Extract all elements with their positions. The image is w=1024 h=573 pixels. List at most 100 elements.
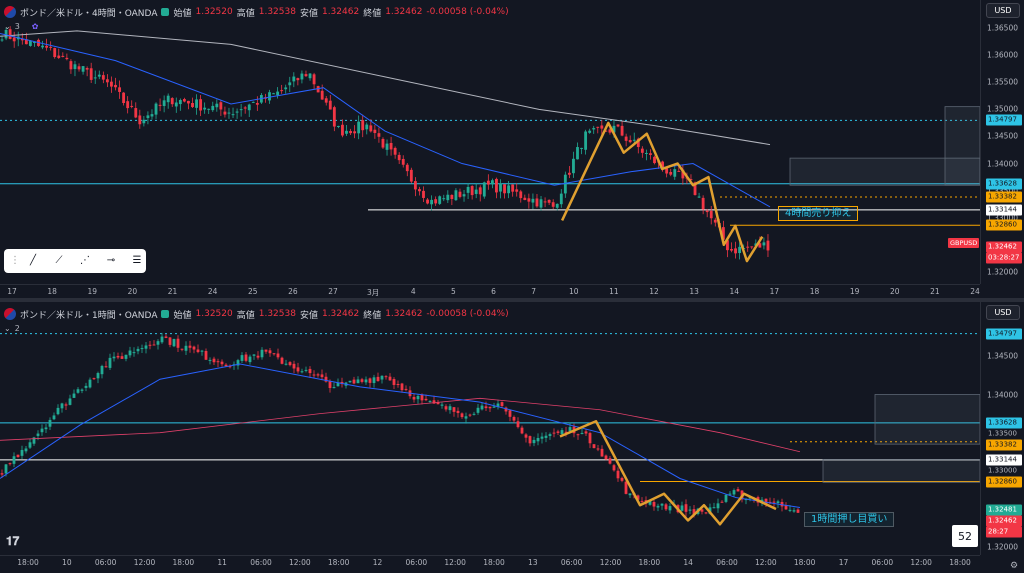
candle-body [661, 161, 665, 169]
time-tick-label: 18:00 [17, 558, 39, 567]
candle-body [69, 61, 73, 70]
pitchfork-icon[interactable]: ⋰ [80, 255, 90, 266]
candle [438, 195, 442, 206]
candle-body [644, 152, 648, 154]
candle [158, 98, 162, 112]
candle-body [361, 120, 365, 131]
candle-body [652, 501, 656, 507]
price-tick-label: 1.32000 [986, 267, 1018, 277]
candle-body [212, 358, 216, 363]
price-tag: 1.32462 [986, 515, 1022, 527]
price-axis-4h[interactable]: USD 1.36500 1.36000 1.35500 1.35000 1.34500 1… [980, 0, 1024, 284]
low-value: 1.32462 [321, 309, 360, 319]
candle [434, 196, 438, 206]
annotation-1h[interactable]: 1時間押し目買い [804, 512, 895, 527]
candle [341, 119, 344, 138]
candle [580, 147, 583, 155]
candle-body [199, 99, 203, 111]
candle-body [20, 450, 24, 456]
indicator-toggle[interactable]: ⌄ 2 [4, 324, 20, 333]
ray-icon[interactable]: ⟋ [55, 255, 63, 266]
candle [154, 102, 158, 119]
candle-body [556, 431, 560, 433]
time-tick-label: 06:00 [405, 558, 428, 567]
candle [97, 70, 101, 80]
price-tick-label: 1.35000 [986, 104, 1018, 114]
chart-plot-4h[interactable] [0, 0, 980, 284]
time-axis-1h[interactable]: 18:00 10 06:00 12:00 18:00 11 06:00 12:00 18:00 1… [0, 555, 980, 569]
chart-plot-1h[interactable] [0, 302, 980, 555]
candle [292, 72, 296, 88]
candle-body [168, 337, 172, 345]
candle [212, 356, 216, 365]
candle-body [564, 431, 568, 433]
candle [368, 377, 372, 388]
candle-body [120, 356, 124, 359]
time-tick-label: 17 [838, 558, 849, 567]
indicator-toggle[interactable]: ⌄ 3 ✿ [4, 22, 39, 31]
candle [256, 351, 260, 360]
candle-body [535, 198, 539, 207]
candle [377, 127, 381, 143]
candle-body [528, 436, 532, 444]
candle [89, 62, 93, 84]
candle-body [400, 383, 404, 391]
candle-body [219, 102, 223, 110]
candle-body [389, 142, 393, 150]
price-tag: 1.33628 [986, 417, 1022, 429]
candle-body [397, 154, 401, 161]
candle [284, 359, 288, 366]
symbol-title[interactable]: ポンド／米ドル・4時間・OANDA [20, 8, 158, 19]
tradingview-logo-icon[interactable]: 𝟏𝟕 [6, 534, 20, 548]
candle-body [762, 242, 766, 246]
candle-body [353, 131, 357, 134]
time-tick-label: 06:00 [94, 558, 117, 567]
parallel-channel-icon[interactable]: ☰ [132, 255, 142, 266]
drag-handle-icon[interactable]: ⋮ [10, 255, 20, 266]
candle-body [563, 174, 567, 194]
drawing-toolbar[interactable]: ⋮ ╱ ⟋ ⋰ ⊸ ☰ [4, 249, 146, 273]
trend-line-icon[interactable]: ╱ [29, 255, 37, 266]
time-tick-label: 11 [217, 558, 227, 567]
time-tick-label: 19 [849, 287, 860, 296]
candle-body [45, 45, 49, 48]
horizontal-ray-icon[interactable]: ⊸ [106, 255, 116, 266]
gear-icon[interactable]: ⚙ [1010, 561, 1019, 571]
symbol-title[interactable]: ポンド／米ドル・1時間・OANDA [20, 310, 158, 321]
candle [796, 508, 800, 514]
candle [724, 494, 728, 504]
close-label: 終値 [363, 310, 382, 321]
candle [576, 142, 579, 160]
candle [288, 76, 292, 93]
candle [470, 185, 474, 200]
candle [732, 488, 736, 498]
candle-body [496, 403, 500, 408]
candle [12, 452, 16, 468]
candle-body [8, 29, 12, 39]
annotation-4h[interactable]: 4時間売り抑え [778, 206, 859, 221]
candle [44, 424, 48, 433]
chart-pane-4h[interactable]: ポンド／米ドル・4時間・OANDA 始値 1.32520 高値 1.32538 安値… [0, 0, 1024, 300]
time-axis-4h[interactable]: 17 18 19 20 21 24 25 26 27 3月 4 5 6 7 10 11 12 13 14 17 18 19… [0, 284, 980, 298]
candle [600, 445, 604, 457]
currency-selector[interactable]: USD [986, 3, 1020, 18]
candle-body [68, 398, 72, 405]
candle [136, 346, 140, 355]
candle-body [512, 416, 516, 421]
candle [184, 341, 188, 355]
candle [130, 100, 134, 109]
candle-body [520, 427, 524, 434]
candle [162, 95, 166, 113]
candle [16, 31, 20, 47]
candle-body [336, 382, 340, 387]
currency-selector[interactable]: USD [986, 305, 1020, 320]
candle-body [736, 489, 740, 492]
candle [572, 151, 575, 178]
time-tick-label: 12:00 [444, 558, 466, 567]
candle-body [356, 379, 360, 384]
candle-body [32, 437, 36, 444]
candle-body [677, 170, 681, 172]
pane-separator[interactable] [0, 298, 1024, 303]
candle [397, 152, 401, 165]
chart-pane-1h[interactable]: ポンド／米ドル・1時間・OANDA 始値 1.32520 高値 1.32538 安値… [0, 302, 1024, 573]
